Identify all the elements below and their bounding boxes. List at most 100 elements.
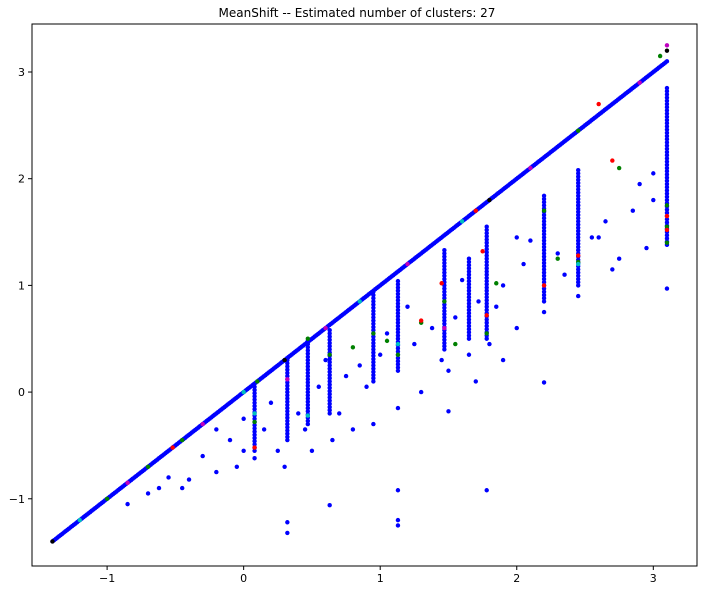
column-point <box>371 369 376 375</box>
column-point <box>442 296 447 301</box>
column-point <box>252 387 257 393</box>
blue-point <box>644 245 649 251</box>
y-tick-label: 0 <box>18 386 25 399</box>
column-point <box>484 307 489 313</box>
column-point <box>285 437 290 443</box>
blue-point <box>514 235 519 240</box>
column-point <box>442 321 447 327</box>
column-point <box>664 114 670 120</box>
column-point <box>252 394 257 399</box>
column-point <box>664 121 670 126</box>
column-point <box>484 266 489 271</box>
column-point <box>664 146 670 152</box>
column-point <box>664 133 670 139</box>
blue-point <box>371 421 376 427</box>
column-point <box>664 92 670 97</box>
column-point <box>576 206 581 211</box>
column-point <box>395 278 401 284</box>
column-point <box>576 244 581 250</box>
column-point <box>484 320 489 325</box>
column-point <box>395 323 401 329</box>
column-point <box>466 256 472 261</box>
green-point <box>576 128 581 133</box>
column-point <box>371 305 376 310</box>
column-point <box>442 289 447 294</box>
column-point <box>395 282 401 287</box>
column-point <box>327 411 332 416</box>
column-point <box>395 333 401 338</box>
column-point <box>305 364 311 369</box>
column-point <box>576 180 581 186</box>
green-point <box>484 331 489 336</box>
blue-point <box>316 384 321 389</box>
column-point <box>442 331 447 336</box>
column-point <box>395 298 401 303</box>
green-point <box>555 256 560 261</box>
column-point <box>541 280 547 285</box>
column-point <box>541 212 547 218</box>
column-point <box>576 238 581 243</box>
column-point <box>285 418 290 424</box>
blue-point <box>494 304 499 309</box>
column-point <box>576 196 581 202</box>
column-point <box>395 358 401 364</box>
column-point <box>484 326 489 332</box>
blue-point <box>384 331 390 336</box>
column-point <box>664 165 670 171</box>
column-point <box>484 243 489 249</box>
green-point <box>252 419 257 425</box>
column-point <box>285 409 290 414</box>
column-point <box>576 267 581 272</box>
column-point <box>664 98 670 104</box>
column-point <box>252 390 257 396</box>
column-point <box>541 273 547 278</box>
column-point <box>576 177 581 182</box>
column-point <box>327 392 332 397</box>
column-point <box>371 321 376 327</box>
column-point <box>327 340 332 346</box>
column-point <box>466 317 472 322</box>
column-point <box>541 286 547 291</box>
column-point <box>371 379 376 384</box>
column-point <box>327 356 332 362</box>
blue-point <box>521 261 526 267</box>
column-point <box>285 380 290 385</box>
column-point <box>466 307 472 313</box>
column-point <box>285 431 290 436</box>
column-point <box>484 262 489 268</box>
red-point <box>664 213 670 219</box>
column-point <box>252 422 257 428</box>
blue-point <box>285 530 290 536</box>
column-point <box>442 286 447 291</box>
y-tick-label: 2 <box>18 173 25 186</box>
column-point <box>305 377 311 382</box>
column-point <box>305 380 311 385</box>
blue-point <box>466 352 472 357</box>
column-point <box>664 85 670 91</box>
column-point <box>371 315 376 320</box>
column-point <box>305 361 311 366</box>
column-point <box>305 386 311 392</box>
blue-point <box>395 488 401 493</box>
column-point <box>541 241 547 246</box>
column-point <box>664 156 670 161</box>
column-point <box>484 275 489 281</box>
column-point <box>664 172 670 177</box>
blue-point <box>200 453 205 459</box>
column-point <box>664 162 670 168</box>
column-point <box>484 285 489 290</box>
column-point <box>395 307 401 313</box>
column-point <box>541 235 547 240</box>
blue-point <box>378 352 383 357</box>
blue-point <box>616 256 622 261</box>
column-point <box>371 334 376 339</box>
column-point <box>252 429 257 434</box>
column-point <box>466 294 472 300</box>
column-point <box>395 288 401 293</box>
magenta-point <box>125 480 130 485</box>
column-point <box>442 312 447 317</box>
column-point <box>541 244 547 250</box>
column-point <box>305 341 311 347</box>
column-point <box>664 194 670 200</box>
column-point <box>484 336 489 341</box>
